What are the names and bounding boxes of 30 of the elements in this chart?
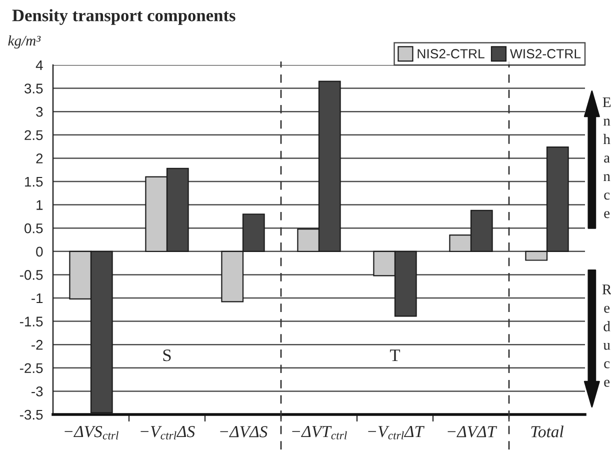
legend-label: NIS2-CTRL — [418, 49, 484, 58]
y-tick-label: 4 — [36, 60, 43, 70]
x-tick-label: −ΔVT$_{ctrl}$ — [292, 426, 347, 440]
y-tick-label: -0.5 — [20, 270, 43, 280]
x-tick-label: Total — [531, 426, 564, 438]
y-tick-label: -3 — [32, 386, 43, 396]
y-tick-label: 3 — [36, 106, 43, 117]
x-tick-label: −ΔVS$_{ctrl}$ — [64, 426, 118, 440]
y-tick-label: 2 — [36, 154, 43, 164]
y-tick-label: -1 — [32, 293, 43, 304]
y-tick-label: -1.5 — [20, 316, 43, 326]
y-tick-label: 1 — [36, 200, 43, 210]
legend-label: WIS2-CTRL — [510, 49, 581, 58]
y-tick-label: 1.5 — [25, 176, 43, 187]
y-tick-label: -2.5 — [20, 363, 43, 374]
annotation: S — [163, 350, 171, 362]
y-tick-label: 0 — [36, 246, 43, 257]
annotation: T — [390, 350, 400, 362]
y-tick-label: 0.5 — [24, 223, 43, 234]
chart-title: Density transport components — [12, 9, 236, 25]
y-tick-label: -2 — [32, 340, 43, 350]
y-tick-label: 2.5 — [24, 130, 43, 140]
x-tick-label: −V$_{ctrl}$ΔT — [368, 426, 425, 440]
text: Enhance — [602, 98, 611, 218]
y-tick-label: -3.5 — [20, 410, 43, 420]
x-tick-label: −V$_{ctrl}$ΔS — [140, 426, 195, 440]
y-axis-title: kg/m³ — [8, 35, 41, 49]
x-tick-label: −ΔVΔT — [448, 426, 498, 438]
x-tick-label: −ΔVΔS — [220, 426, 268, 438]
y-tick-label: 3.5 — [24, 84, 43, 94]
